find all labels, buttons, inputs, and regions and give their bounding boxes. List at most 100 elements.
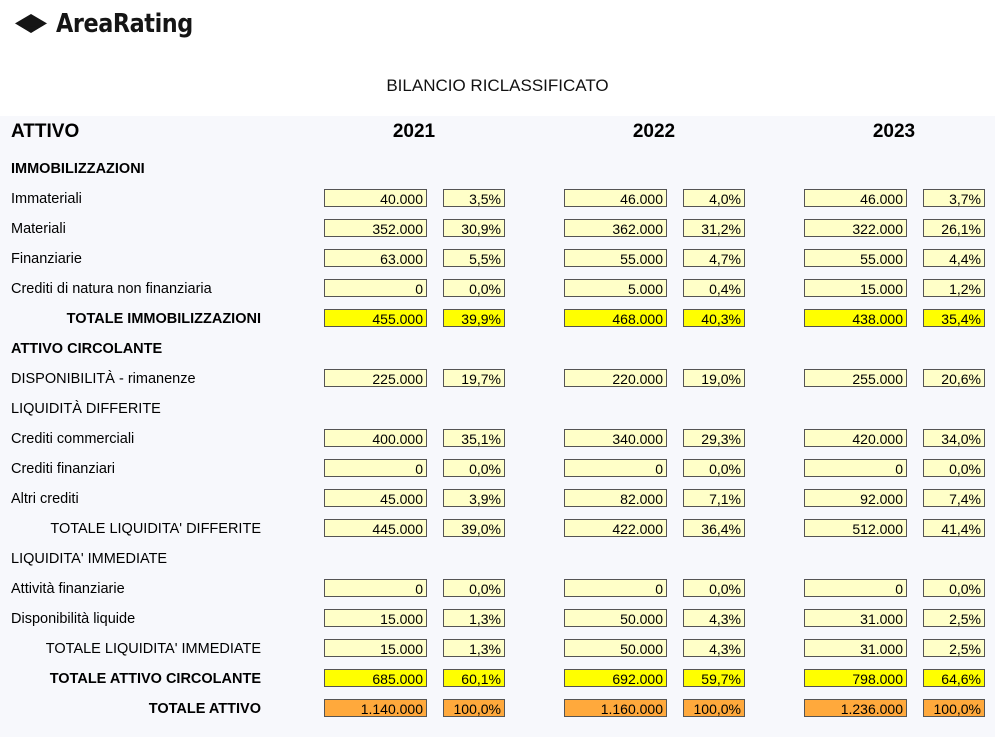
value-cell-2022[interactable]: 0: [564, 579, 667, 597]
percent-cell-2022[interactable]: 19,0%: [683, 369, 745, 387]
value-cell-2021[interactable]: 1.140.000: [324, 699, 427, 717]
percent-cell-2021[interactable]: 60,1%: [443, 669, 505, 687]
value-cell-2021[interactable]: 0: [324, 459, 427, 477]
percent-cell-2021[interactable]: 35,1%: [443, 429, 505, 447]
percent-cell-2023[interactable]: 0,0%: [923, 459, 985, 477]
value-cell-2021[interactable]: 15.000: [324, 639, 427, 657]
value-cell-2023[interactable]: 512.000: [804, 519, 907, 537]
value-cell-2023[interactable]: 255.000: [804, 369, 907, 387]
value-cell-2021[interactable]: 352.000: [324, 219, 427, 237]
percent-cell-2022[interactable]: 0,0%: [683, 579, 745, 597]
value-cell-2022[interactable]: 468.000: [564, 309, 667, 327]
value-cell-2021[interactable]: 40.000: [324, 189, 427, 207]
value-cell-2023[interactable]: 46.000: [804, 189, 907, 207]
value-cell-2023[interactable]: 438.000: [804, 309, 907, 327]
percent-cell-2022[interactable]: 4,3%: [683, 609, 745, 627]
value-cell-2022[interactable]: 220.000: [564, 369, 667, 387]
percent-cell-2021[interactable]: 3,9%: [443, 489, 505, 507]
percent-cell-2023[interactable]: 2,5%: [923, 609, 985, 627]
value-cell-2023[interactable]: 92.000: [804, 489, 907, 507]
value-cell-2021[interactable]: 455.000: [324, 309, 427, 327]
value-cell-2022[interactable]: 82.000: [564, 489, 667, 507]
value-cell-2021[interactable]: 45.000: [324, 489, 427, 507]
percent-cell-2023[interactable]: 26,1%: [923, 219, 985, 237]
percent-cell-2021[interactable]: 0,0%: [443, 459, 505, 477]
value-cell-2021[interactable]: 445.000: [324, 519, 427, 537]
percent-cell-2021[interactable]: 5,5%: [443, 249, 505, 267]
percent-cell-2022[interactable]: 100,0%: [683, 699, 745, 717]
value-cell-2022[interactable]: 422.000: [564, 519, 667, 537]
percent-cell-2023[interactable]: 4,4%: [923, 249, 985, 267]
percent-cell-2021[interactable]: 3,5%: [443, 189, 505, 207]
table-row: TOTALE IMMOBILIZZAZIONI 455.000 39,9% 468.0…: [0, 308, 995, 330]
value-cell-2022[interactable]: 55.000: [564, 249, 667, 267]
value-cell-2021[interactable]: 0: [324, 579, 427, 597]
row-label: Materiali: [11, 221, 66, 237]
page-title: BILANCIO RICLASSIFICATO: [386, 76, 609, 95]
percent-cell-2021[interactable]: 39,0%: [443, 519, 505, 537]
value-cell-2023[interactable]: 1.236.000: [804, 699, 907, 717]
brand-name: AreaRating: [56, 9, 193, 39]
row-label: Finanziarie: [11, 251, 82, 267]
value-cell-2023[interactable]: 31.000: [804, 609, 907, 627]
percent-cell-2022[interactable]: 59,7%: [683, 669, 745, 687]
value-cell-2022[interactable]: 362.000: [564, 219, 667, 237]
percent-cell-2023[interactable]: 64,6%: [923, 669, 985, 687]
value-cell-2022[interactable]: 692.000: [564, 669, 667, 687]
value-cell-2023[interactable]: 0: [804, 579, 907, 597]
value-cell-2023[interactable]: 322.000: [804, 219, 907, 237]
table-row: Immateriali 40.000 3,5% 46.000 4,0% 46.000 3,7…: [0, 188, 995, 210]
percent-cell-2023[interactable]: 41,4%: [923, 519, 985, 537]
percent-cell-2021[interactable]: 1,3%: [443, 639, 505, 657]
percent-cell-2021[interactable]: 0,0%: [443, 579, 505, 597]
percent-cell-2022[interactable]: 0,0%: [683, 459, 745, 477]
value-cell-2023[interactable]: 15.000: [804, 279, 907, 297]
value-cell-2021[interactable]: 0: [324, 279, 427, 297]
value-cell-2021[interactable]: 685.000: [324, 669, 427, 687]
table-row: TOTALE LIQUIDITA' IMMEDIATE 15.000 1,3% 50.…: [0, 638, 995, 660]
value-cell-2023[interactable]: 0: [804, 459, 907, 477]
brand-logo: AreaRating: [12, 6, 215, 42]
value-cell-2023[interactable]: 798.000: [804, 669, 907, 687]
percent-cell-2023[interactable]: 7,4%: [923, 489, 985, 507]
percent-cell-2023[interactable]: 34,0%: [923, 429, 985, 447]
value-cell-2022[interactable]: 1.160.000: [564, 699, 667, 717]
percent-cell-2023[interactable]: 2,5%: [923, 639, 985, 657]
percent-cell-2023[interactable]: 20,6%: [923, 369, 985, 387]
row-label: TOTALE LIQUIDITA' DIFFERITE: [50, 521, 261, 537]
percent-cell-2022[interactable]: 4,0%: [683, 189, 745, 207]
percent-cell-2022[interactable]: 31,2%: [683, 219, 745, 237]
percent-cell-2022[interactable]: 4,3%: [683, 639, 745, 657]
value-cell-2021[interactable]: 400.000: [324, 429, 427, 447]
percent-cell-2022[interactable]: 0,4%: [683, 279, 745, 297]
percent-cell-2021[interactable]: 39,9%: [443, 309, 505, 327]
value-cell-2022[interactable]: 0: [564, 459, 667, 477]
percent-cell-2022[interactable]: 36,4%: [683, 519, 745, 537]
percent-cell-2021[interactable]: 100,0%: [443, 699, 505, 717]
value-cell-2022[interactable]: 50.000: [564, 609, 667, 627]
value-cell-2021[interactable]: 63.000: [324, 249, 427, 267]
percent-cell-2023[interactable]: 0,0%: [923, 579, 985, 597]
value-cell-2023[interactable]: 55.000: [804, 249, 907, 267]
value-cell-2021[interactable]: 15.000: [324, 609, 427, 627]
percent-cell-2023[interactable]: 100,0%: [923, 699, 985, 717]
row-label: Disponibilità liquide: [11, 611, 136, 627]
value-cell-2022[interactable]: 340.000: [564, 429, 667, 447]
value-cell-2023[interactable]: 420.000: [804, 429, 907, 447]
percent-cell-2022[interactable]: 4,7%: [683, 249, 745, 267]
percent-cell-2022[interactable]: 29,3%: [683, 429, 745, 447]
percent-cell-2021[interactable]: 1,3%: [443, 609, 505, 627]
value-cell-2022[interactable]: 46.000: [564, 189, 667, 207]
percent-cell-2022[interactable]: 40,3%: [683, 309, 745, 327]
value-cell-2021[interactable]: 225.000: [324, 369, 427, 387]
percent-cell-2022[interactable]: 7,1%: [683, 489, 745, 507]
percent-cell-2021[interactable]: 30,9%: [443, 219, 505, 237]
percent-cell-2021[interactable]: 0,0%: [443, 279, 505, 297]
percent-cell-2023[interactable]: 1,2%: [923, 279, 985, 297]
percent-cell-2021[interactable]: 19,7%: [443, 369, 505, 387]
value-cell-2023[interactable]: 31.000: [804, 639, 907, 657]
value-cell-2022[interactable]: 50.000: [564, 639, 667, 657]
percent-cell-2023[interactable]: 3,7%: [923, 189, 985, 207]
percent-cell-2023[interactable]: 35,4%: [923, 309, 985, 327]
value-cell-2022[interactable]: 5.000: [564, 279, 667, 297]
